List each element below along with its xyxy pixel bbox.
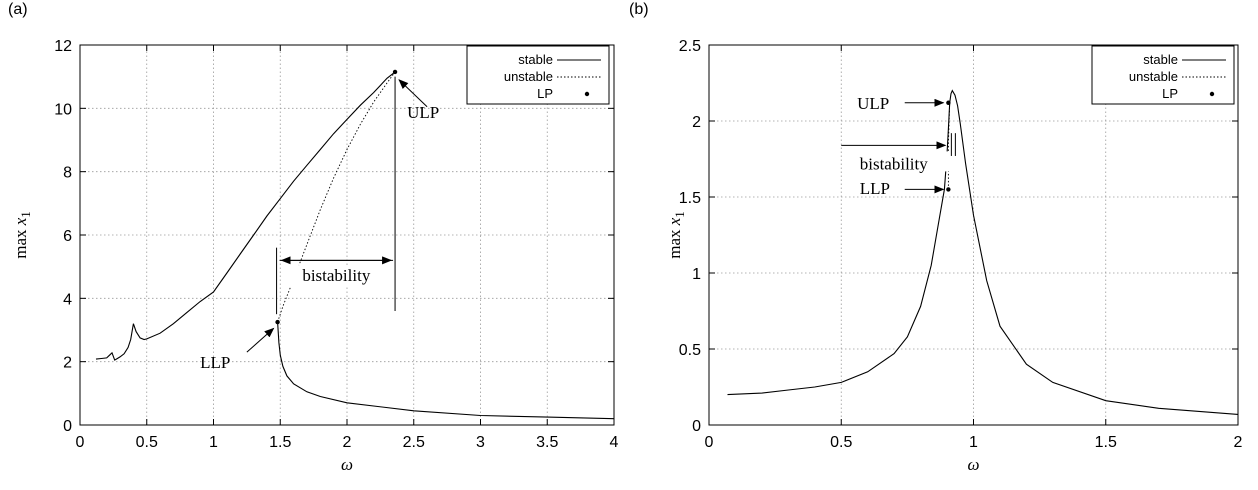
x-tick-label: 3.5 xyxy=(536,434,558,451)
ulp-arrow xyxy=(398,79,428,108)
series-line-stable xyxy=(95,71,396,361)
y-axis-label-variable: x xyxy=(665,217,684,226)
limit-point-ulp xyxy=(392,69,398,75)
bistability-label-bg xyxy=(857,151,950,172)
y-tick-label: 2 xyxy=(63,355,72,372)
llp-label: LLP xyxy=(200,353,230,372)
y-axis-label-subscript: 1 xyxy=(672,211,687,218)
y-tick-label: 6 xyxy=(63,228,72,245)
y-axis-label-subscript: 1 xyxy=(18,211,33,218)
x-tick-label: 0.5 xyxy=(830,434,852,451)
legend-label: unstable xyxy=(504,69,553,84)
y-tick-label: 8 xyxy=(63,165,72,182)
ulp-label: ULP xyxy=(857,94,889,113)
legend-label: unstable xyxy=(1129,69,1178,84)
x-tick-label: 0 xyxy=(76,434,85,451)
limit-point-llp xyxy=(275,319,280,325)
x-tick-label: 3 xyxy=(476,434,485,451)
x-tick-label: 1 xyxy=(969,434,978,451)
y-axis-label-prefix: max xyxy=(11,225,30,259)
series-line-stable xyxy=(727,102,951,396)
y-tick-label: 1.5 xyxy=(679,190,701,207)
legend-label: LP xyxy=(1162,86,1178,101)
x-tick-label: 2 xyxy=(343,434,352,451)
x-axis-label: ω xyxy=(341,455,353,474)
series-line-stable xyxy=(949,89,1239,415)
y-tick-label: 0.5 xyxy=(679,342,701,359)
x-tick-label: 2 xyxy=(1234,434,1243,451)
llp-arrow xyxy=(246,327,275,353)
x-tick-label: 0 xyxy=(705,434,714,451)
bistability-label: bistability xyxy=(860,155,929,174)
x-tick-label: 2.5 xyxy=(403,434,425,451)
legend-label: stable xyxy=(1143,52,1178,67)
y-axis-label: max x1 xyxy=(665,211,687,259)
y-tick-label: 0 xyxy=(692,418,701,435)
x-tick-label: 0.5 xyxy=(136,434,158,451)
y-axis-label: max x1 xyxy=(11,211,33,259)
bistability-label-bg xyxy=(288,265,385,288)
llp-label: LLP xyxy=(860,179,890,198)
x-tick-label: 1.5 xyxy=(1095,434,1117,451)
legend-label: LP xyxy=(537,86,553,101)
panel-label: (b) xyxy=(629,1,649,18)
bistability-label: bistability xyxy=(302,266,371,285)
legend-marker-point xyxy=(1209,91,1215,97)
y-tick-label: 10 xyxy=(54,101,72,118)
limit-point-llp xyxy=(946,187,951,192)
x-tick-label: 1 xyxy=(209,434,218,451)
series-line-unstable xyxy=(277,71,396,323)
ulp-label: ULP xyxy=(407,103,439,122)
y-tick-label: 2.5 xyxy=(679,38,701,55)
y-tick-label: 12 xyxy=(54,38,72,55)
y-tick-label: 2 xyxy=(692,114,701,131)
legend-label: stable xyxy=(518,52,553,67)
x-axis-label: ω xyxy=(967,455,979,474)
y-axis-label-variable: x xyxy=(11,217,30,226)
y-tick-label: 0 xyxy=(63,418,72,435)
limit-point-ulp xyxy=(946,100,951,105)
y-tick-label: 1 xyxy=(692,266,701,283)
x-tick-label: 1.5 xyxy=(269,434,291,451)
y-tick-label: 4 xyxy=(63,291,72,308)
series-line-unstable xyxy=(947,102,951,190)
y-axis-label-prefix: max xyxy=(665,225,684,259)
series-line-stable xyxy=(277,322,615,420)
x-tick-label: 4 xyxy=(610,434,619,451)
panel-label: (a) xyxy=(8,1,28,18)
legend-marker-point xyxy=(584,91,590,97)
